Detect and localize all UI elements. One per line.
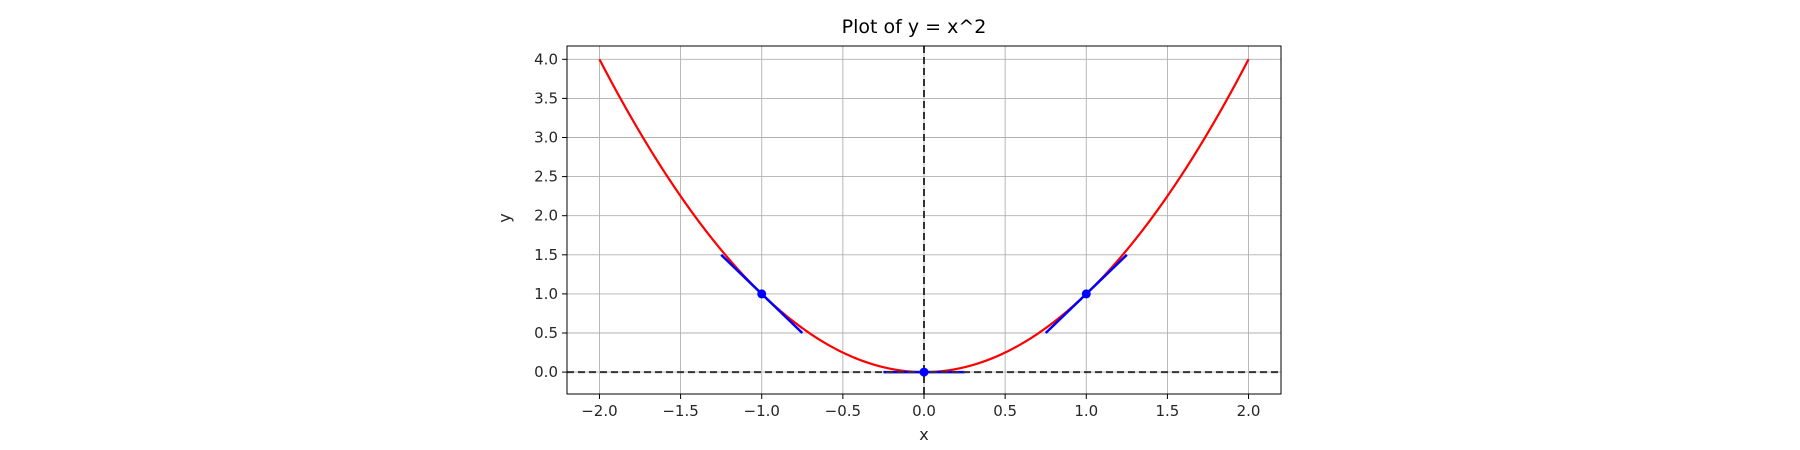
y-tick-label: 3.5: [534, 89, 558, 107]
x-tick-label: 1.0: [1074, 402, 1098, 420]
x-tick-label: −1.5: [662, 402, 698, 420]
grid: [567, 46, 1281, 394]
x-tick-label: 1.5: [1155, 402, 1179, 420]
x-tick-label: 0.5: [993, 402, 1017, 420]
x-tick-label: −2.0: [581, 402, 617, 420]
y-tick-label: 1.0: [534, 285, 558, 303]
x-axis: −2.0 −1.5 −1.0 −0.5 0.0 0.5 1.0 1.5 2.0: [581, 394, 1260, 420]
y-tick-label: 2.5: [534, 168, 558, 186]
tangent-point-marker: [757, 289, 767, 299]
x-axis-label: x: [919, 425, 928, 444]
y-axis-label: y: [495, 213, 514, 222]
x-tick-label: −1.0: [744, 402, 780, 420]
y-tick-label: 4.0: [534, 50, 558, 68]
chart-title: Plot of y = x^2: [842, 16, 987, 38]
y-tick-label: 2.0: [534, 207, 558, 225]
plot-content: [567, 46, 1281, 394]
x-tick-label: 2.0: [1237, 402, 1261, 420]
x-tick-label: 0.0: [912, 402, 936, 420]
tangent-point-marker: [1081, 289, 1091, 299]
tangent-point-marker: [919, 367, 929, 377]
y-axis: 0.0 0.5 1.0 1.5 2.0 2.5 3.0 3.5 4.0: [534, 50, 567, 381]
y-tick-label: 1.5: [534, 246, 558, 264]
y-tick-label: 3.0: [534, 128, 558, 146]
y-tick-label: 0.5: [534, 324, 558, 342]
x-tick-label: −0.5: [825, 402, 861, 420]
y-tick-label: 0.0: [534, 363, 558, 381]
